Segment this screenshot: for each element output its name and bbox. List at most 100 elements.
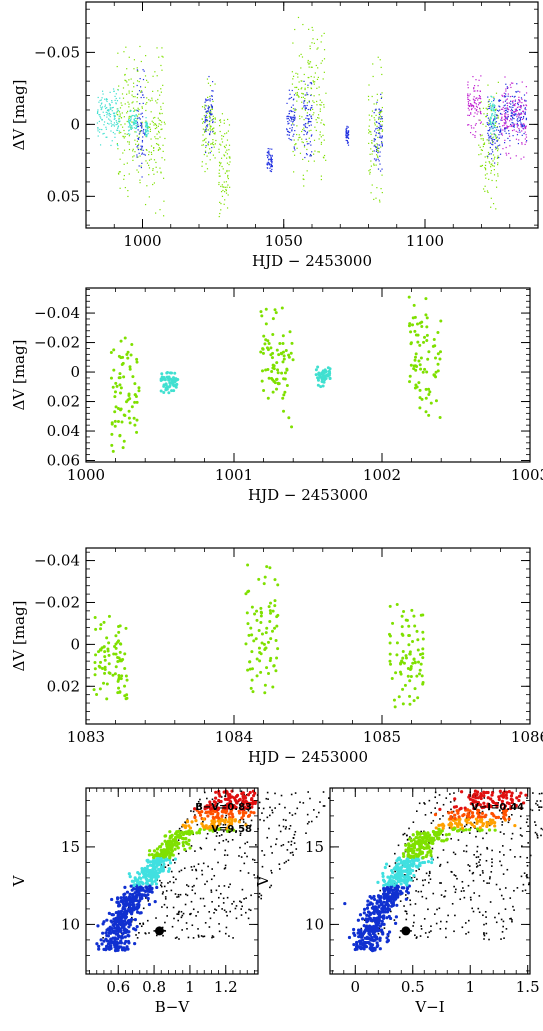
data-point [323,106,325,108]
y-axis-label: ΔV [mag] [10,601,28,672]
data-point [306,170,308,172]
data-point [524,138,526,140]
data-point [467,864,470,866]
data-point [221,165,223,168]
data-point [107,931,111,935]
data-point [513,124,515,127]
data-point [287,130,289,133]
data-point [282,409,286,413]
data-point [114,652,118,656]
data-point [205,128,207,130]
data-point [434,796,437,799]
data-point [281,360,285,364]
data-point [491,140,494,142]
data-point [204,117,206,119]
data-point [498,123,500,125]
data-point [103,121,106,123]
data-point [218,183,220,186]
data-point [289,852,292,854]
data-point [421,652,425,656]
data-point [282,357,286,361]
data-point [304,109,307,111]
data-point [229,883,231,886]
data-point [378,116,380,118]
data-point [423,830,425,833]
data-point [178,870,181,873]
data-point [133,59,136,61]
data-point [245,897,247,899]
data-point [242,821,245,823]
data-point [270,158,273,160]
data-point [478,144,480,146]
data-point [424,387,428,391]
data-point [138,152,140,154]
data-point [473,85,476,87]
data-point [535,802,537,805]
data-point [485,932,488,935]
data-point [299,801,301,804]
data-points [109,295,443,453]
data-point [99,660,103,664]
data-point [470,112,472,114]
data-point [145,867,150,872]
data-point [510,917,512,920]
data-point [122,439,126,443]
data-point [368,170,370,172]
data-point [269,601,273,605]
data-point [212,100,214,103]
data-point [296,100,298,102]
data-point [212,119,214,121]
data-point [136,121,138,123]
data-point [540,834,542,837]
data-point [492,122,494,124]
data-point [303,106,305,108]
data-point [102,620,106,624]
data-point [110,108,112,110]
data-point [274,311,278,315]
data-point [195,808,199,812]
data-point [205,120,207,122]
data-point [505,117,507,119]
data-point [305,107,307,109]
data-point [226,153,229,155]
data-point [131,375,135,379]
data-point [283,371,287,375]
data-point [162,855,166,859]
data-point [491,149,493,151]
data-point [180,830,182,832]
data-point [135,418,139,422]
data-point [493,126,495,128]
data-point [136,135,138,137]
data-point [302,802,305,804]
data-point [496,115,498,117]
data-point [303,104,305,107]
data-point [438,415,442,419]
data-point [205,130,207,132]
data-point [195,868,197,871]
data-point [116,679,120,683]
data-point [145,55,147,57]
data-point [406,838,409,841]
data-point [410,608,414,612]
data-point [503,122,505,124]
data-point [420,925,423,927]
data-point [511,119,513,121]
data-point [110,897,114,902]
data-point [203,153,205,156]
data-point [467,884,470,887]
data-point [288,122,290,124]
data-point [140,122,143,125]
data-point [223,145,226,148]
data-point [101,108,103,110]
data-point [413,687,417,691]
data-point [102,93,104,95]
data-point [206,814,210,818]
data-point [126,162,128,164]
data-point [504,107,506,110]
data-point [128,141,130,143]
data-point [471,107,473,110]
data-point [373,150,375,152]
data-point [516,887,519,889]
data-point [147,853,152,857]
data-point [297,73,299,75]
